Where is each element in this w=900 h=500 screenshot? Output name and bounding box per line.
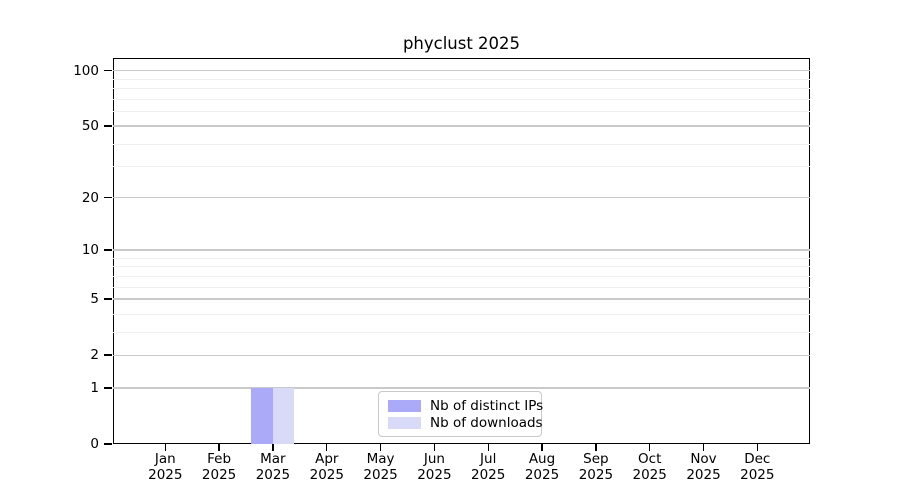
x-tick-label-month: Sep <box>583 451 609 467</box>
x-tick-label: Sep 2025 <box>569 451 623 483</box>
y-tick-label: 1 <box>90 379 99 396</box>
x-tick-label-month: Aug <box>528 451 556 467</box>
x-tick-mark <box>702 444 705 451</box>
x-tick-mark <box>433 444 436 451</box>
x-tick-label-year: 2025 <box>578 466 614 483</box>
x-tick-mark <box>326 444 328 451</box>
x-tick-label: Jan 2025 <box>138 451 192 483</box>
x-tick-label-month: Dec <box>744 451 771 467</box>
y-tick-mark <box>104 298 112 300</box>
x-tick-mark <box>756 444 758 451</box>
minor-gridline <box>113 99 810 101</box>
major-gridline <box>113 70 810 72</box>
legend-label-downloads: Nb of downloads <box>430 414 543 431</box>
x-tick-label-year: 2025 <box>686 466 721 483</box>
x-tick-mark <box>541 444 543 451</box>
y-tick-label: 50 <box>81 117 99 134</box>
x-tick-label-year: 2025 <box>740 466 775 483</box>
x-tick-label-year: 2025 <box>363 466 398 483</box>
plot-area: Nb of distinct IPs Nb of downloads <box>113 58 810 444</box>
x-tick-label-month: Jan <box>154 451 176 467</box>
chart-title: phyclust 2025 <box>402 34 521 53</box>
x-tick-label-year: 2025 <box>417 466 452 483</box>
y-tick-label: 100 <box>73 62 99 79</box>
x-tick-label-year: 2025 <box>255 466 291 483</box>
legend: Nb of distinct IPs Nb of downloads <box>378 391 543 437</box>
legend-item-distinct-ips: Nb of distinct IPs <box>388 397 543 414</box>
minor-gridline <box>113 79 810 80</box>
x-tick-label-month: May <box>366 451 395 467</box>
y-tick-mark <box>104 249 112 251</box>
y-tick-mark <box>104 443 112 445</box>
x-tick-label: Feb 2025 <box>192 451 246 483</box>
minor-gridline <box>113 257 810 259</box>
bar-mar-nb-of-downloads <box>272 387 295 444</box>
x-tick-mark <box>218 444 220 451</box>
x-tick-mark <box>595 444 597 451</box>
x-tick-mark <box>487 444 489 451</box>
x-tick-label-month: Jun <box>423 451 445 467</box>
y-tick-label: 20 <box>81 189 99 206</box>
x-tick-label-month: Nov <box>690 451 717 467</box>
legend-swatch-downloads <box>388 416 421 429</box>
y-tick-label: 2 <box>90 347 99 364</box>
x-tick-label: Dec 2025 <box>730 451 784 483</box>
minor-gridline <box>113 331 810 333</box>
minor-gridline <box>113 111 810 113</box>
minor-gridline <box>113 313 810 315</box>
major-gridline <box>113 387 810 389</box>
y-tick-mark <box>104 69 112 72</box>
y-tick-label: 10 <box>81 242 99 258</box>
legend-swatch-distinct-ips <box>388 399 421 412</box>
minor-gridline <box>113 275 810 277</box>
y-tick-mark <box>104 197 112 199</box>
x-tick-label: Jun 2025 <box>407 451 461 483</box>
x-tick-label: Nov 2025 <box>677 451 731 483</box>
x-tick-label: May 2025 <box>354 451 408 483</box>
minor-gridline <box>113 88 810 90</box>
x-tick-label-month: Feb <box>207 451 232 467</box>
bar-mar-nb-of-distinct-ips <box>251 387 273 444</box>
major-gridline <box>113 354 810 356</box>
major-gridline <box>113 125 810 127</box>
x-tick-label-year: 2025 <box>148 466 183 483</box>
y-tick-mark <box>104 354 112 356</box>
x-tick-label-month: Mar <box>260 451 286 467</box>
x-tick-mark <box>164 444 166 451</box>
minor-gridline <box>113 166 810 168</box>
x-tick-mark <box>379 444 382 451</box>
x-tick-label: Oct 2025 <box>623 451 677 483</box>
x-tick-label-month: Jul <box>480 451 497 467</box>
minor-gridline <box>113 143 810 145</box>
x-tick-label-year: 2025 <box>632 466 667 483</box>
x-tick-mark <box>649 444 651 451</box>
x-tick-mark <box>272 444 274 451</box>
x-tick-label-year: 2025 <box>201 466 237 483</box>
minor-gridline <box>113 286 810 288</box>
x-tick-label-year: 2025 <box>471 466 506 483</box>
x-tick-label-month: Oct <box>638 451 662 467</box>
x-tick-label: Apr 2025 <box>300 451 354 483</box>
major-gridline <box>113 249 810 251</box>
y-tick-label: 5 <box>90 291 99 307</box>
minor-gridline <box>113 266 810 268</box>
y-tick-mark <box>104 125 112 127</box>
x-tick-label-year: 2025 <box>309 466 344 483</box>
x-tick-label: Mar 2025 <box>246 451 300 483</box>
major-gridline <box>113 298 810 300</box>
major-gridline <box>113 197 810 199</box>
x-tick-label-year: 2025 <box>524 466 560 483</box>
legend-item-downloads: Nb of downloads <box>388 414 543 431</box>
legend-label-distinct-ips: Nb of distinct IPs <box>430 397 544 414</box>
y-tick-mark <box>104 387 112 389</box>
y-tick-label: 0 <box>90 436 99 452</box>
x-tick-label: Jul 2025 <box>461 451 515 483</box>
x-tick-label: Aug 2025 <box>515 451 569 483</box>
x-tick-label-month: Apr <box>315 451 339 467</box>
